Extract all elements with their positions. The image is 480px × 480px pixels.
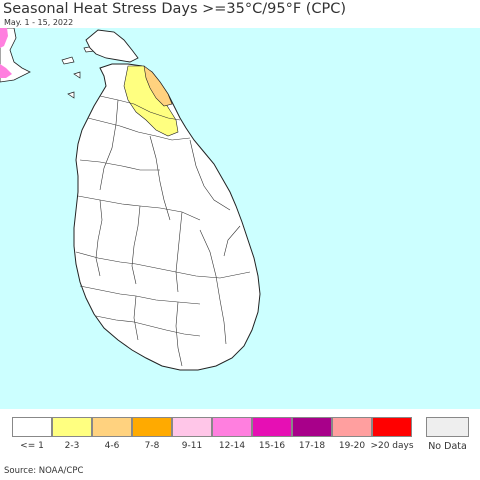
legend-label: 4-6 (104, 441, 120, 451)
map-title: Seasonal Heat Stress Days >=35°C/95°F (C… (3, 1, 347, 17)
india-heat-zone (0, 28, 8, 48)
legend-label: 12-14 (218, 441, 246, 451)
legend-item: 17-18 (292, 417, 332, 451)
sri-lanka-mainland (73, 63, 261, 371)
legend-label: 15-16 (258, 441, 286, 451)
legend-item: 4-6 (92, 417, 132, 451)
source-credit: Source: NOAA/CPC (4, 466, 84, 476)
legend-swatch (332, 417, 372, 437)
legend-swatch (132, 417, 172, 437)
legend-item: 12-14 (212, 417, 252, 451)
island (67, 91, 75, 99)
legend-swatch (252, 417, 292, 437)
legend-label: 7-8 (144, 441, 160, 451)
legend-item: 2-3 (52, 417, 92, 451)
legend-item: 7-8 (132, 417, 172, 451)
legend-item: 15-16 (252, 417, 292, 451)
island (61, 56, 75, 65)
legend-swatch (12, 417, 52, 437)
island (73, 71, 81, 79)
legend-swatch (212, 417, 252, 437)
zone-4-6 (143, 65, 173, 107)
legend-item: <= 1 (12, 417, 52, 451)
legend-item: 19-20 (332, 417, 372, 451)
legend-swatch-no-data (426, 417, 469, 437)
sri-lanka-map (0, 28, 261, 371)
jaffna-peninsula (85, 29, 139, 63)
legend-swatch (292, 417, 332, 437)
legend-item: >20 days (370, 417, 414, 451)
legend-swatch (172, 417, 212, 437)
legend-swatch (372, 417, 412, 437)
legend-label: >20 days (370, 441, 414, 451)
legend-label: 17-18 (298, 441, 326, 451)
legend-swatch (92, 417, 132, 437)
legend-label: 2-3 (64, 441, 80, 451)
legend-no-data: No Data (426, 417, 469, 452)
legend-swatch (52, 417, 92, 437)
date-range: May. 1 - 15, 2022 (4, 18, 74, 27)
india-landmass (0, 28, 31, 83)
legend-label: 9-11 (181, 441, 203, 451)
legend-item: 9-11 (172, 417, 212, 451)
india-heat-zone-2 (0, 64, 12, 78)
map-area (0, 28, 480, 409)
legend-label: 19-20 (338, 441, 366, 451)
district-borders (75, 95, 251, 367)
legend-label: <= 1 (20, 441, 44, 451)
legend-label-no-data: No Data (428, 441, 467, 452)
